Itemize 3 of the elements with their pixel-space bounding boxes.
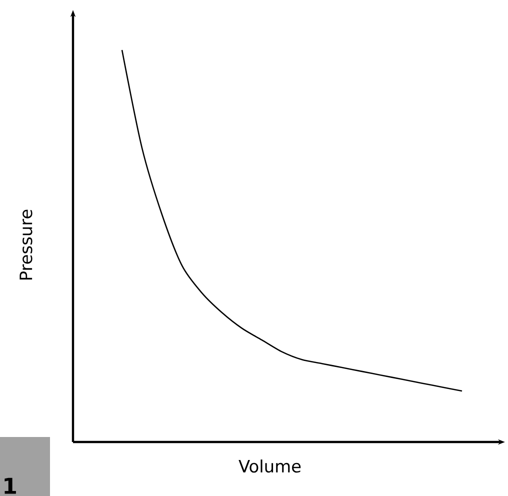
y-axis-title: Pressure xyxy=(20,210,32,280)
x-axis-title: Volume xyxy=(238,460,301,473)
text: 1 xyxy=(4,478,16,494)
